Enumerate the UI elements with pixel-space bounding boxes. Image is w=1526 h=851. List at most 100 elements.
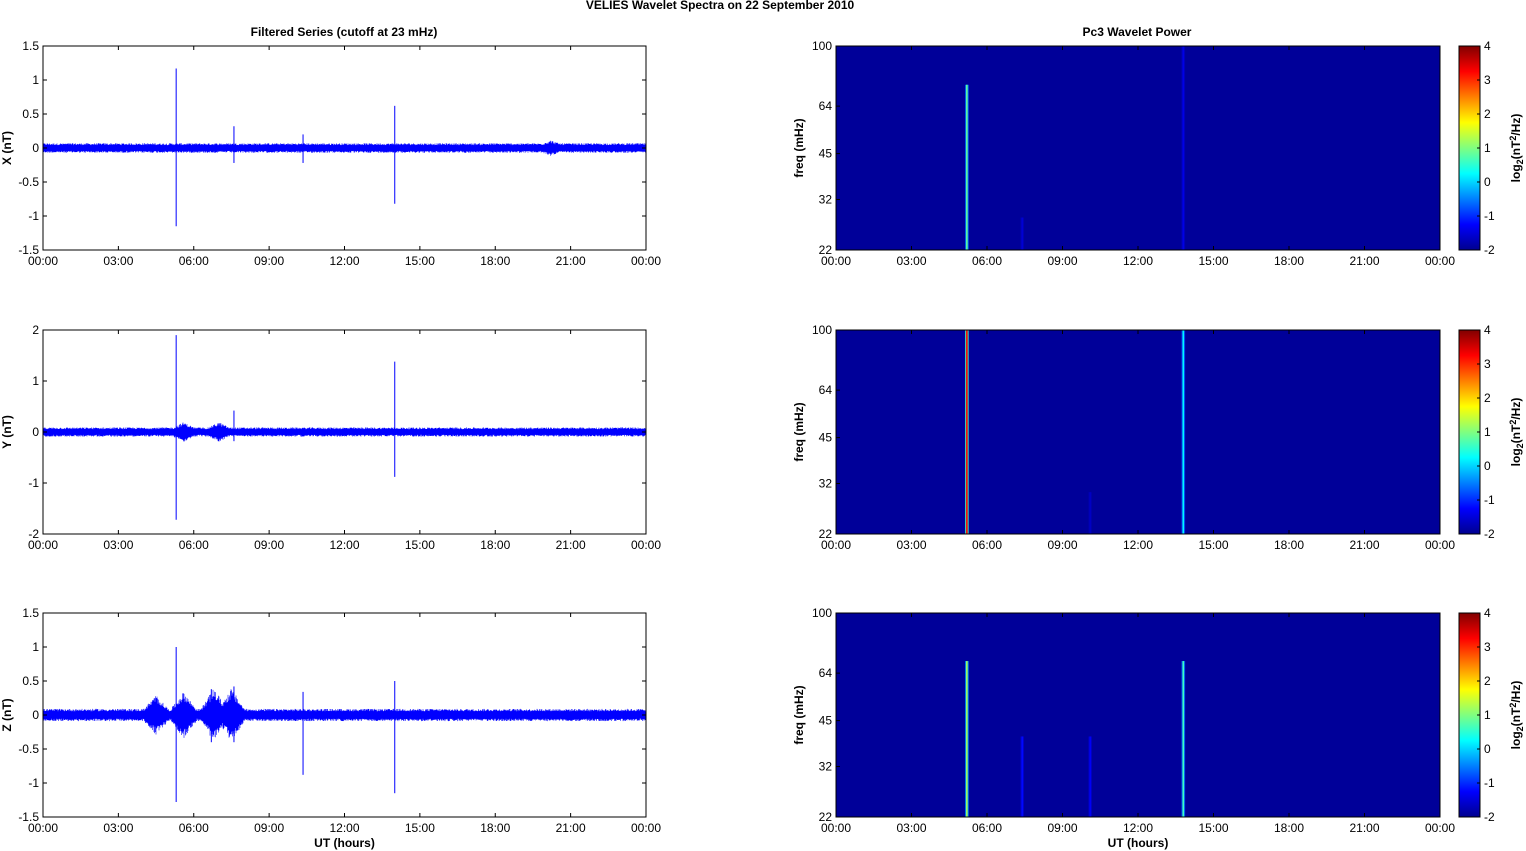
y-tick-label: -2 [28, 527, 39, 541]
heatmap-feature [1182, 661, 1185, 817]
colorbar-tick-label: 1 [1484, 708, 1491, 722]
y-tick-label: 100 [812, 606, 832, 620]
colorbar-label: log2(nT2/Hz) [1508, 398, 1525, 467]
wavelet-x-tick-label: 03:00 [896, 538, 926, 552]
y-tick-label: -0.5 [18, 175, 39, 189]
y-tick-label: -1 [28, 209, 39, 223]
colorbar-tick-label: 0 [1484, 175, 1491, 189]
heatmap-feature [1021, 736, 1024, 817]
timeseries-x-tick-label: 06:00 [179, 254, 209, 268]
timeseries-x-tick-label: 12:00 [329, 254, 359, 268]
heatmap-feature [1182, 330, 1185, 534]
y-axis-label: freq (mHz) [792, 402, 806, 461]
colorbar-tick-label: 2 [1484, 674, 1491, 688]
timeseries-x-tick-label: 18:00 [480, 821, 510, 835]
series-line-z [42, 689, 647, 738]
colorbar: -2 -1 0 1 2 3 4 log2(nT2/Hz) [1458, 39, 1525, 257]
timeseries-x-tick-label: 18:00 [480, 538, 510, 552]
y-tick-label: 0.5 [22, 674, 39, 688]
timeseries-x-tick-label: 15:00 [405, 821, 435, 835]
y-axis-label: freq (mHz) [792, 118, 806, 177]
wavelet-x-tick-label: 21:00 [1349, 538, 1379, 552]
wavelet-x-tick-label: 06:00 [972, 538, 1002, 552]
wavelet-x-tick-label: 21:00 [1349, 821, 1379, 835]
y-tick-label: 32 [819, 477, 833, 491]
wavelet-x-tick-label: 09:00 [1047, 254, 1077, 268]
wavelet-x-tick-label: 09:00 [1047, 821, 1077, 835]
y-tick-label: -1.5 [18, 243, 39, 257]
y-tick-label: 45 [819, 431, 833, 445]
colorbar-tick-label: -2 [1484, 527, 1495, 541]
colorbar: -2 -1 0 1 2 3 4 log2(nT2/Hz) [1458, 323, 1525, 541]
y-tick-label: 0 [32, 141, 39, 155]
timeseries-x-tick-label: 03:00 [103, 821, 133, 835]
y-tick-label: 0.5 [22, 107, 39, 121]
y-tick-label: 0 [32, 708, 39, 722]
left-column-title: Filtered Series (cutoff at 23 mHz) [251, 25, 438, 39]
colorbar-gradient [1458, 612, 1481, 818]
y-tick-label: 64 [819, 99, 833, 113]
timeseries-x-tick-label: 00:00 [631, 254, 661, 268]
colorbar-tick-label: -1 [1484, 209, 1495, 223]
heatmap-feature [966, 330, 968, 534]
y-tick-label: 22 [819, 527, 833, 541]
timeseries-x-tick-label: 21:00 [556, 254, 586, 268]
colorbar-tick-label: 4 [1484, 39, 1491, 53]
y-tick-label: 45 [819, 147, 833, 161]
wavelet-x-tick-label: 15:00 [1198, 821, 1228, 835]
timeseries-x-tick-label: 00:00 [28, 254, 58, 268]
timeseries-x-tick-label: 06:00 [179, 538, 209, 552]
panels: -1.5 -1 -0.5 0 0.5 1 1.5 X (nT) 00:00 03:00 06:00 0… [0, 39, 1525, 850]
y-tick-label: 1 [32, 73, 39, 87]
colorbar-tick-label: 4 [1484, 323, 1491, 337]
colorbar-tick-label: 1 [1484, 425, 1491, 439]
colorbar-gradient [1458, 329, 1481, 535]
y-tick-label: 100 [812, 39, 832, 53]
colorbar-label: log2(nT2/Hz) [1508, 114, 1525, 183]
colorbar-gradient [1458, 45, 1481, 251]
y-axis-label: Y (nT) [0, 415, 14, 449]
wavelet-x-tick-label: 06:00 [972, 254, 1002, 268]
wavelet-x-tick-label: 18:00 [1274, 538, 1304, 552]
wavelet-x-axis-label: UT (hours) [1108, 836, 1169, 850]
timeseries-x-tick-label: 06:00 [179, 821, 209, 835]
wavelet-x-tick-label: 12:00 [1123, 254, 1153, 268]
wavelet-x-tick-label: 18:00 [1274, 821, 1304, 835]
wavelet-x-tick-label: 21:00 [1349, 254, 1379, 268]
timeseries-x-tick-label: 15:00 [405, 254, 435, 268]
wavelet-x-tick-label: 00:00 [1425, 538, 1455, 552]
y-tick-label: 22 [819, 810, 833, 824]
colorbar-tick-label: 3 [1484, 640, 1491, 654]
timeseries-x-tick-label: 09:00 [254, 538, 284, 552]
wavelet-x-tick-label: 06:00 [972, 821, 1002, 835]
colorbar-tick-label: -2 [1484, 243, 1495, 257]
timeseries-x-tick-label: 18:00 [480, 254, 510, 268]
wavelet-x-tick-label: 18:00 [1274, 254, 1304, 268]
wavelet-x-tick-label: 00:00 [821, 538, 851, 552]
series-line-x [42, 140, 647, 156]
colorbar-tick-label: -2 [1484, 810, 1495, 824]
timeseries-x-tick-label: 03:00 [103, 538, 133, 552]
y-tick-label: 100 [812, 323, 832, 337]
colorbar-tick-label: 2 [1484, 391, 1491, 405]
timeseries-panel-y: -2 -1 0 1 2 Y (nT) 00:00 03:00 06:00 09:00 12:00 15… [0, 323, 661, 552]
timeseries-x-tick-label: 00:00 [28, 538, 58, 552]
colorbar-tick-label: -1 [1484, 493, 1495, 507]
timeseries-x-axis-label: UT (hours) [314, 836, 375, 850]
wavelet-x-tick-label: 12:00 [1123, 821, 1153, 835]
y-tick-label: 32 [819, 760, 833, 774]
y-tick-label: -1 [28, 776, 39, 790]
colorbar-tick-label: 2 [1484, 107, 1491, 121]
wavelet-x-tick-label: 00:00 [1425, 254, 1455, 268]
wavelet-x-tick-label: 12:00 [1123, 538, 1153, 552]
y-tick-label: 2 [32, 323, 39, 337]
colorbar-label: log2(nT2/Hz) [1508, 681, 1525, 750]
timeseries-x-tick-label: 15:00 [405, 538, 435, 552]
colorbar-tick-label: 0 [1484, 459, 1491, 473]
y-tick-label: 45 [819, 714, 833, 728]
wavelet-x-tick-label: 15:00 [1198, 538, 1228, 552]
y-tick-label: 64 [819, 383, 833, 397]
heatmap-feature [1089, 492, 1091, 534]
timeseries-x-tick-label: 21:00 [556, 538, 586, 552]
